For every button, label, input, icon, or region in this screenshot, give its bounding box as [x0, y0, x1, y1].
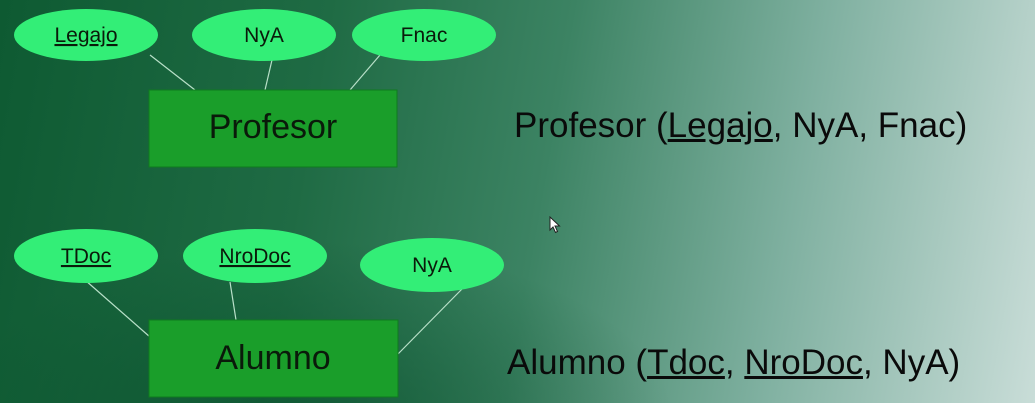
attribute-nya-alumno[interactable]: NyA	[360, 238, 504, 292]
attribute-fnac-label: Fnac	[401, 24, 448, 47]
attribute-tdoc[interactable]: TDoc	[14, 229, 158, 283]
mouse-pointer-icon	[549, 216, 561, 234]
schema-alumno-key-nrodoc: NroDoc	[744, 343, 863, 382]
schema-profesor-rest: , NyA, Fnac)	[772, 106, 968, 145]
schema-profesor-name: Profesor	[514, 106, 647, 145]
schema-alumno-key-tdoc: Tdoc	[647, 343, 725, 382]
entity-profesor-label: Profesor	[209, 108, 338, 146]
entity-profesor[interactable]: Profesor	[148, 89, 398, 168]
schema-alumno-rest: , NyA)	[862, 343, 961, 382]
attribute-nya-alumno-label: NyA	[412, 254, 452, 277]
attribute-nrodoc-label: NroDoc	[219, 245, 290, 268]
connector-legajo	[149, 54, 196, 91]
connector-nrodoc	[229, 281, 237, 321]
schema-alumno-name: Alumno	[507, 343, 626, 382]
schema-profesor-key-legajo: Legajo	[667, 106, 773, 145]
schema-profesor: Profesor (Legajo, NyA, Fnac)	[514, 106, 967, 146]
connector-nya-alumno	[397, 288, 463, 355]
schema-alumno-sep: ,	[724, 343, 745, 382]
attribute-nya-label: NyA	[244, 24, 284, 47]
schema-profesor-open: (	[646, 106, 668, 145]
connector-tdoc	[84, 279, 151, 338]
connector-nya	[264, 59, 273, 91]
attribute-tdoc-label: TDoc	[61, 245, 111, 268]
entity-alumno-label: Alumno	[215, 339, 330, 377]
attribute-nrodoc[interactable]: NroDoc	[183, 229, 327, 283]
connector-fnac	[349, 54, 381, 91]
attribute-fnac[interactable]: Fnac	[352, 9, 496, 61]
schema-alumno: Alumno (Tdoc, NroDoc, NyA)	[507, 343, 960, 383]
attribute-legajo[interactable]: Legajo	[14, 9, 158, 61]
attribute-nya[interactable]: NyA	[192, 9, 336, 61]
attribute-legajo-label: Legajo	[54, 24, 117, 47]
schema-alumno-open: (	[625, 343, 648, 382]
entity-alumno[interactable]: Alumno	[148, 319, 399, 398]
